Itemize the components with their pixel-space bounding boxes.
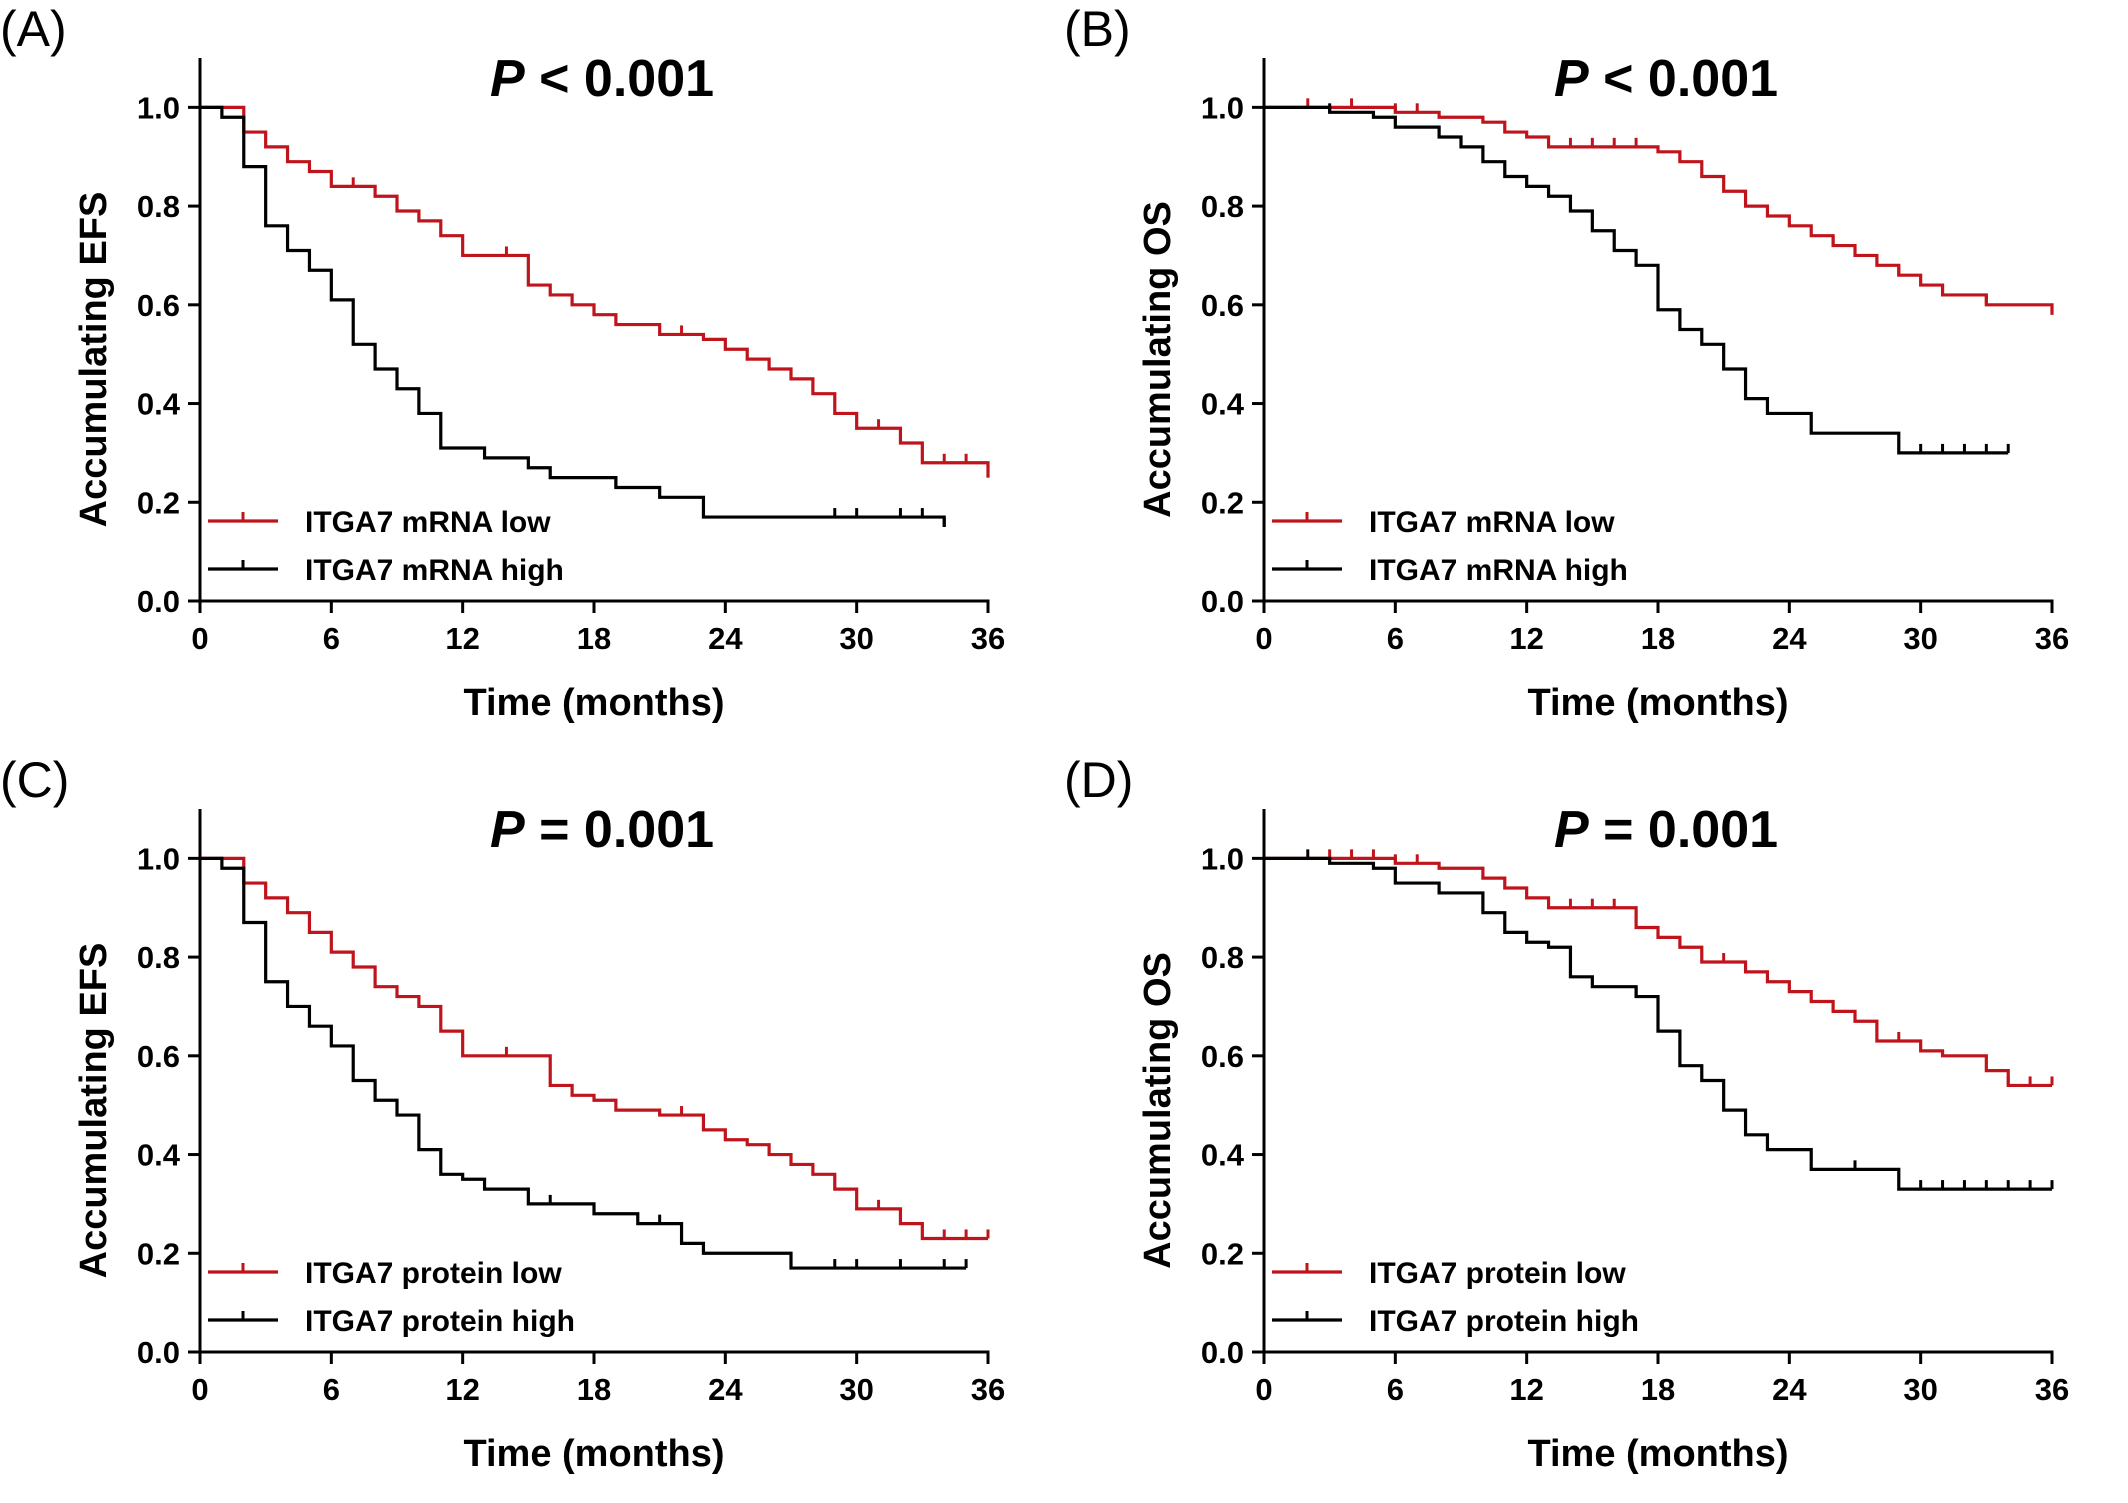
x-tick-label: 30: [839, 1372, 873, 1407]
y-tick-label: 1.0: [1201, 90, 1244, 125]
legend-label-low: ITGA7 mRNA low: [1369, 506, 1615, 539]
series-line-high: [200, 856, 967, 1270]
series-line-low: [1264, 105, 2054, 315]
series-line-low: [200, 856, 988, 1241]
km-chart-c: (C) P = 0.001 0 6 12 18 24 30 36 0.0 0.2 0.4 0.6 0.8 1…: [0, 752, 1005, 1475]
y-tick-label: 0.2: [1201, 485, 1244, 520]
x-tick-label: 12: [1509, 1372, 1543, 1407]
x-axis-title: Time (months): [463, 682, 724, 724]
y-tick-label: 0.4: [137, 387, 181, 422]
x-tick-label: 24: [708, 621, 743, 656]
y-tick-label: 0.2: [137, 1236, 180, 1271]
y-tick-label: 0.0: [1201, 1335, 1244, 1370]
x-tick-label: 24: [708, 1372, 743, 1407]
panel-label: (C): [0, 752, 69, 808]
y-tick-label: 0.6: [1201, 288, 1244, 323]
x-tick-label: 0: [1255, 621, 1272, 656]
km-chart-a: (A) P < 0.001 0 6 12 18 24 30 36 0.0 0.2 0.4 0.6 0.8 1…: [0, 1, 1005, 724]
x-tick-label: 0: [191, 621, 208, 656]
y-tick-label: 0.2: [137, 485, 180, 520]
series-line-high: [1264, 856, 2052, 1191]
km-chart-b: (B) P < 0.001 0 6 12 18 24 30 36 0.0 0.2 0.4 0.6 0.8 1…: [1064, 1, 2069, 724]
y-tick-label: 0.8: [1201, 940, 1244, 975]
p-value: P = 0.001: [490, 801, 714, 859]
km-panel-b: (B) P < 0.001 0 6 12 18 24 30 36 0.0 0.2 0.4 0.6 0.8 1…: [1064, 0, 2128, 751]
p-value: P < 0.001: [1554, 50, 1778, 108]
panel-label: (D): [1064, 752, 1133, 808]
y-tick-label: 0.6: [137, 1039, 180, 1074]
x-tick-label: 6: [323, 1372, 340, 1407]
y-axis-title: Accumulating OS: [1137, 201, 1179, 518]
km-panel-a: (A) P < 0.001 0 6 12 18 24 30 36 0.0 0.2 0.4 0.6 0.8 1…: [0, 0, 1064, 751]
panel-label: (A): [0, 1, 67, 57]
y-tick-label: 0.6: [1201, 1039, 1244, 1074]
p-value: P < 0.001: [490, 50, 714, 108]
y-tick-label: 0.8: [137, 940, 180, 975]
x-tick-label: 6: [1387, 621, 1404, 656]
km-panel-c: (C) P = 0.001 0 6 12 18 24 30 36 0.0 0.2 0.4 0.6 0.8 1…: [0, 751, 1064, 1502]
x-tick-label: 30: [1903, 621, 1937, 656]
series-line-low: [1264, 856, 2052, 1088]
x-tick-label: 12: [445, 1372, 479, 1407]
legend-label-high: ITGA7 protein high: [1369, 1305, 1639, 1338]
x-tick-label: 24: [1772, 1372, 1807, 1407]
x-tick-label: 12: [1509, 621, 1543, 656]
legend-label-high: ITGA7 mRNA high: [305, 554, 564, 587]
y-axis-title: Accumulating OS: [1137, 952, 1179, 1269]
x-tick-label: 6: [323, 621, 340, 656]
km-panel-d: (D) P = 0.001 0 6 12 18 24 30 36 0.0 0.2 0.4 0.6 0.8 1…: [1064, 751, 2128, 1502]
x-tick-label: 0: [191, 1372, 208, 1407]
legend-label-low: ITGA7 protein low: [1369, 1257, 1626, 1290]
series-line-high: [200, 105, 946, 527]
x-tick-label: 6: [1387, 1372, 1404, 1407]
y-tick-label: 0.0: [137, 584, 180, 619]
x-tick-label: 36: [2035, 1372, 2069, 1407]
p-value: P = 0.001: [1554, 801, 1778, 859]
y-tick-label: 0.0: [1201, 584, 1244, 619]
x-tick-label: 12: [445, 621, 479, 656]
x-tick-label: 30: [1903, 1372, 1937, 1407]
legend-label-low: ITGA7 mRNA low: [305, 506, 551, 539]
x-tick-label: 18: [577, 1372, 611, 1407]
series-line-low: [200, 105, 990, 478]
y-axis-title: Accumulating EFS: [73, 192, 115, 528]
x-axis-title: Time (months): [463, 1433, 724, 1475]
legend-label-low: ITGA7 protein low: [305, 1257, 562, 1290]
x-tick-label: 18: [577, 621, 611, 656]
x-tick-label: 36: [971, 621, 1005, 656]
x-tick-label: 18: [1641, 621, 1675, 656]
y-tick-label: 0.2: [1201, 1236, 1244, 1271]
x-tick-label: 0: [1255, 1372, 1272, 1407]
y-tick-label: 0.8: [137, 189, 180, 224]
x-tick-label: 18: [1641, 1372, 1675, 1407]
legend-label-high: ITGA7 mRNA high: [1369, 554, 1628, 587]
x-axis-title: Time (months): [1527, 1433, 1788, 1475]
y-tick-label: 0.6: [137, 288, 180, 323]
series-line-high: [1264, 105, 2009, 455]
y-tick-label: 1.0: [1201, 841, 1244, 876]
panel-label: (B): [1064, 1, 1131, 57]
y-tick-label: 0.8: [1201, 189, 1244, 224]
x-tick-label: 24: [1772, 621, 1807, 656]
y-tick-label: 0.0: [137, 1335, 180, 1370]
x-tick-label: 36: [2035, 621, 2069, 656]
y-tick-label: 0.4: [137, 1138, 181, 1173]
y-axis-title: Accumulating EFS: [73, 943, 115, 1279]
x-tick-label: 30: [839, 621, 873, 656]
legend-label-high: ITGA7 protein high: [305, 1305, 575, 1338]
x-tick-label: 36: [971, 1372, 1005, 1407]
y-tick-label: 0.4: [1201, 1138, 1245, 1173]
km-chart-d: (D) P = 0.001 0 6 12 18 24 30 36 0.0 0.2 0.4 0.6 0.8 1…: [1064, 752, 2069, 1475]
y-tick-label: 1.0: [137, 841, 180, 876]
y-tick-label: 1.0: [137, 90, 180, 125]
x-axis-title: Time (months): [1527, 682, 1788, 724]
y-tick-label: 0.4: [1201, 387, 1245, 422]
